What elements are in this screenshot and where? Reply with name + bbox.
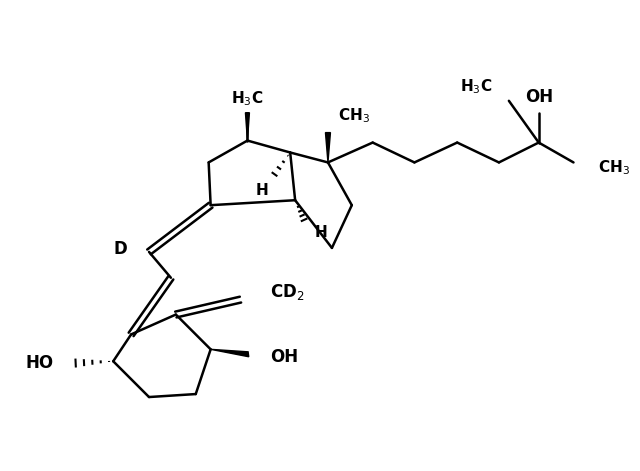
Text: H$_3$C: H$_3$C bbox=[231, 89, 264, 108]
Text: H: H bbox=[256, 183, 269, 198]
Text: OH: OH bbox=[270, 348, 298, 366]
Text: D: D bbox=[113, 240, 127, 258]
Text: H$_3$C: H$_3$C bbox=[460, 78, 492, 96]
Polygon shape bbox=[326, 133, 330, 162]
Text: OH: OH bbox=[525, 88, 553, 106]
Text: HO: HO bbox=[26, 354, 54, 372]
Text: CH$_3$: CH$_3$ bbox=[338, 106, 370, 125]
Polygon shape bbox=[211, 349, 249, 357]
Text: H: H bbox=[315, 225, 328, 240]
Text: CD$_2$: CD$_2$ bbox=[270, 282, 305, 301]
Text: CH$_3$: CH$_3$ bbox=[598, 158, 630, 177]
Polygon shape bbox=[246, 113, 250, 140]
